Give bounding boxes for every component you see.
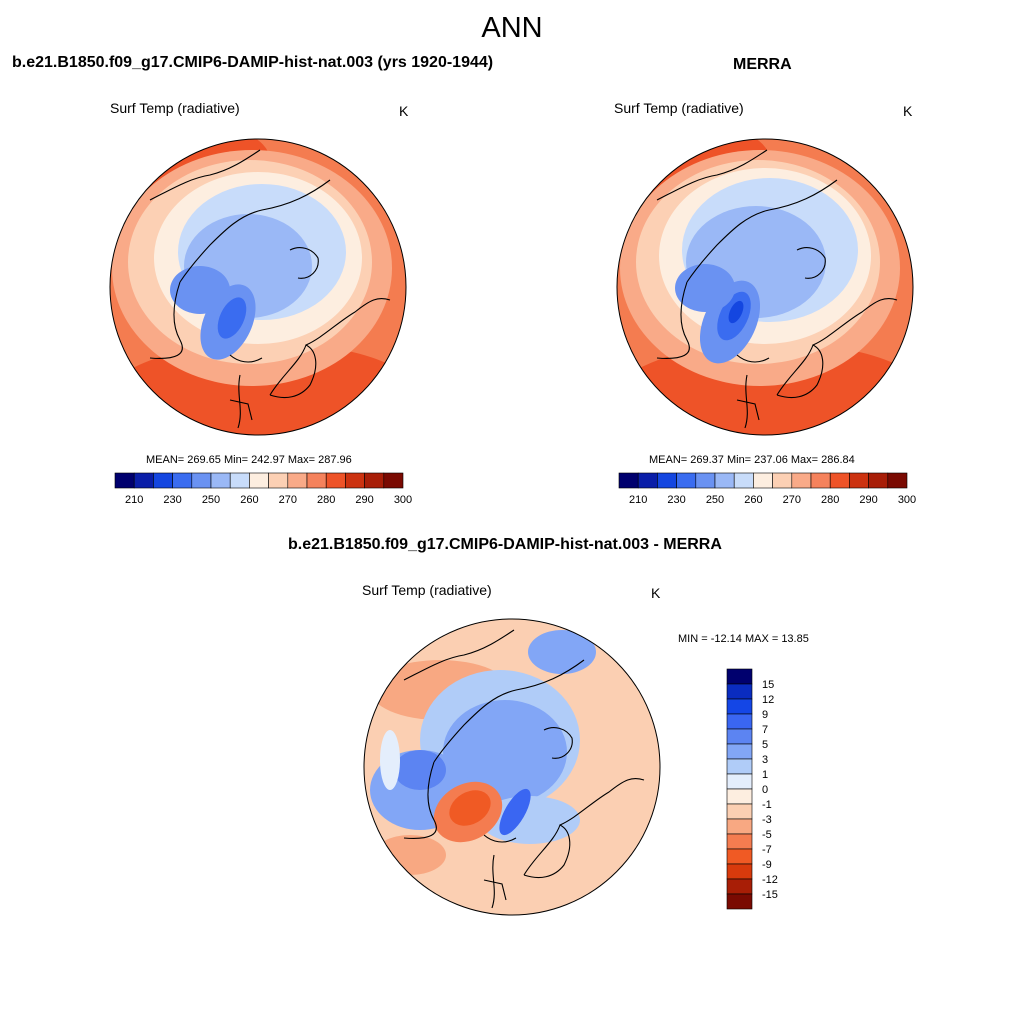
colorbar-swatch [287,472,308,489]
colorbar-tick-label: 300 [394,494,412,506]
panel2-stats: MEAN= 269.37 Min= 237.06 Max= 286.84 [649,454,855,466]
colorbar-swatch [829,472,850,489]
colorbar-tick-label: 270 [279,494,297,506]
colorbar-tick-label: -15 [762,889,778,901]
colorbar-swatch [325,472,346,489]
colorbar-tick-label: 230 [667,494,685,506]
colorbar-tick-label: 3 [762,754,768,766]
colorbar-tick-label: 7 [762,724,768,736]
colorbar-swatch [133,472,154,489]
colorbar-swatch [364,472,385,489]
colorbar-tick-label: 290 [355,494,373,506]
colorbar-tick-label: 250 [202,494,220,506]
colorbar-swatch [726,893,753,910]
colorbar-swatch [772,472,793,489]
main-title: ANN [481,12,543,44]
colorbar-swatch [726,833,753,850]
colorbar-swatch [657,472,677,489]
colorbar-tick-label: 0 [762,784,768,796]
colorbar-tick-label: 9 [762,709,768,721]
colorbar-swatch [345,472,365,489]
colorbar-swatch [726,848,753,865]
panel1-stats: MEAN= 269.65 Min= 242.97 Max= 287.96 [146,454,352,466]
colorbar-tick-label: -12 [762,874,778,886]
colorbar-swatch [726,803,753,820]
colorbar-tick-label: -7 [762,844,772,856]
colorbar-swatch [726,743,753,760]
colorbar-tick-label: 270 [783,494,801,506]
panel2-map [616,138,914,436]
colorbar-swatch [726,773,753,790]
colorbar-swatch [887,472,908,489]
panel3-colorbar: 15 12 9 7 5 3 1 0 -1 -3 -5 -7 -9 -12 -15 [726,668,778,910]
colorbar-swatch [153,472,173,489]
colorbar-swatch [810,472,831,489]
colorbar-swatch [714,472,735,489]
colorbar-swatch [637,472,658,489]
colorbar-swatch [726,668,753,685]
colorbar-swatch [791,472,812,489]
colorbar-tick-label: 280 [317,494,335,506]
panel3-units: K [651,585,661,601]
colorbar-swatch [191,472,212,489]
colorbar-swatch [229,472,250,489]
colorbar-swatch [172,472,193,489]
colorbar-swatch [849,472,869,489]
panel2-units: K [903,103,913,119]
colorbar-swatch [868,472,889,489]
panel1-subtitle: Surf Temp (radiative) [110,100,240,116]
colorbar-swatch [695,472,716,489]
colorbar-tick-label: 210 [125,494,143,506]
panel1-map [109,138,407,436]
panel3-stats: MIN = -12.14 MAX = 13.85 [678,633,809,645]
colorbar-tick-label: 250 [706,494,724,506]
panel1-colorbar: 210 230 250 260 270 280 290 300 [114,472,412,506]
colorbar-swatch [753,472,773,489]
colorbar-swatch [726,713,753,730]
colorbar-tick-label: -9 [762,859,772,871]
colorbar-swatch [306,472,327,489]
colorbar-swatch [726,758,753,775]
colorbar-swatch [676,472,697,489]
colorbar-tick-label: 300 [898,494,916,506]
panel3-subtitle: Surf Temp (radiative) [362,582,492,598]
colorbar-tick-label: 1 [762,769,768,781]
colorbar-swatch [383,472,404,489]
panel1-title: b.e21.B1850.f09_g17.CMIP6-DAMIP-hist-nat… [12,54,494,71]
colorbar-swatch [726,878,753,895]
colorbar-tick-label: 12 [762,694,774,706]
panel2-subtitle: Surf Temp (radiative) [614,100,744,116]
panel3-map [363,618,661,916]
colorbar-swatch [726,683,753,700]
colorbar-swatch [733,472,754,489]
colorbar-swatch [726,818,753,835]
colorbar-tick-label: 5 [762,739,768,751]
colorbar-tick-label: -1 [762,799,772,811]
colorbar-tick-label: 15 [762,679,774,691]
colorbar-swatch [249,472,269,489]
colorbar-tick-label: 290 [859,494,877,506]
colorbar-swatch [726,728,753,745]
colorbar-tick-label: 210 [629,494,647,506]
colorbar-tick-label: 260 [240,494,258,506]
colorbar-swatch [114,472,135,489]
colorbar-tick-label: 260 [744,494,762,506]
colorbar-swatch [726,863,753,880]
colorbar-tick-label: 230 [163,494,181,506]
panel1-units: K [399,103,409,119]
panel3-title: b.e21.B1850.f09_g17.CMIP6-DAMIP-hist-nat… [288,536,722,553]
panel2-colorbar: 210 230 250 260 270 280 290 300 [618,472,916,506]
colorbar-swatch [268,472,289,489]
colorbar-tick-label: -3 [762,814,772,826]
colorbar-swatch [210,472,231,489]
colorbar-tick-label: 280 [821,494,839,506]
panel2-title: MERRA [733,56,792,73]
colorbar-tick-label: -5 [762,829,772,841]
colorbar-swatch [726,698,753,715]
colorbar-swatch [618,472,639,489]
colorbar-swatch [726,788,753,805]
